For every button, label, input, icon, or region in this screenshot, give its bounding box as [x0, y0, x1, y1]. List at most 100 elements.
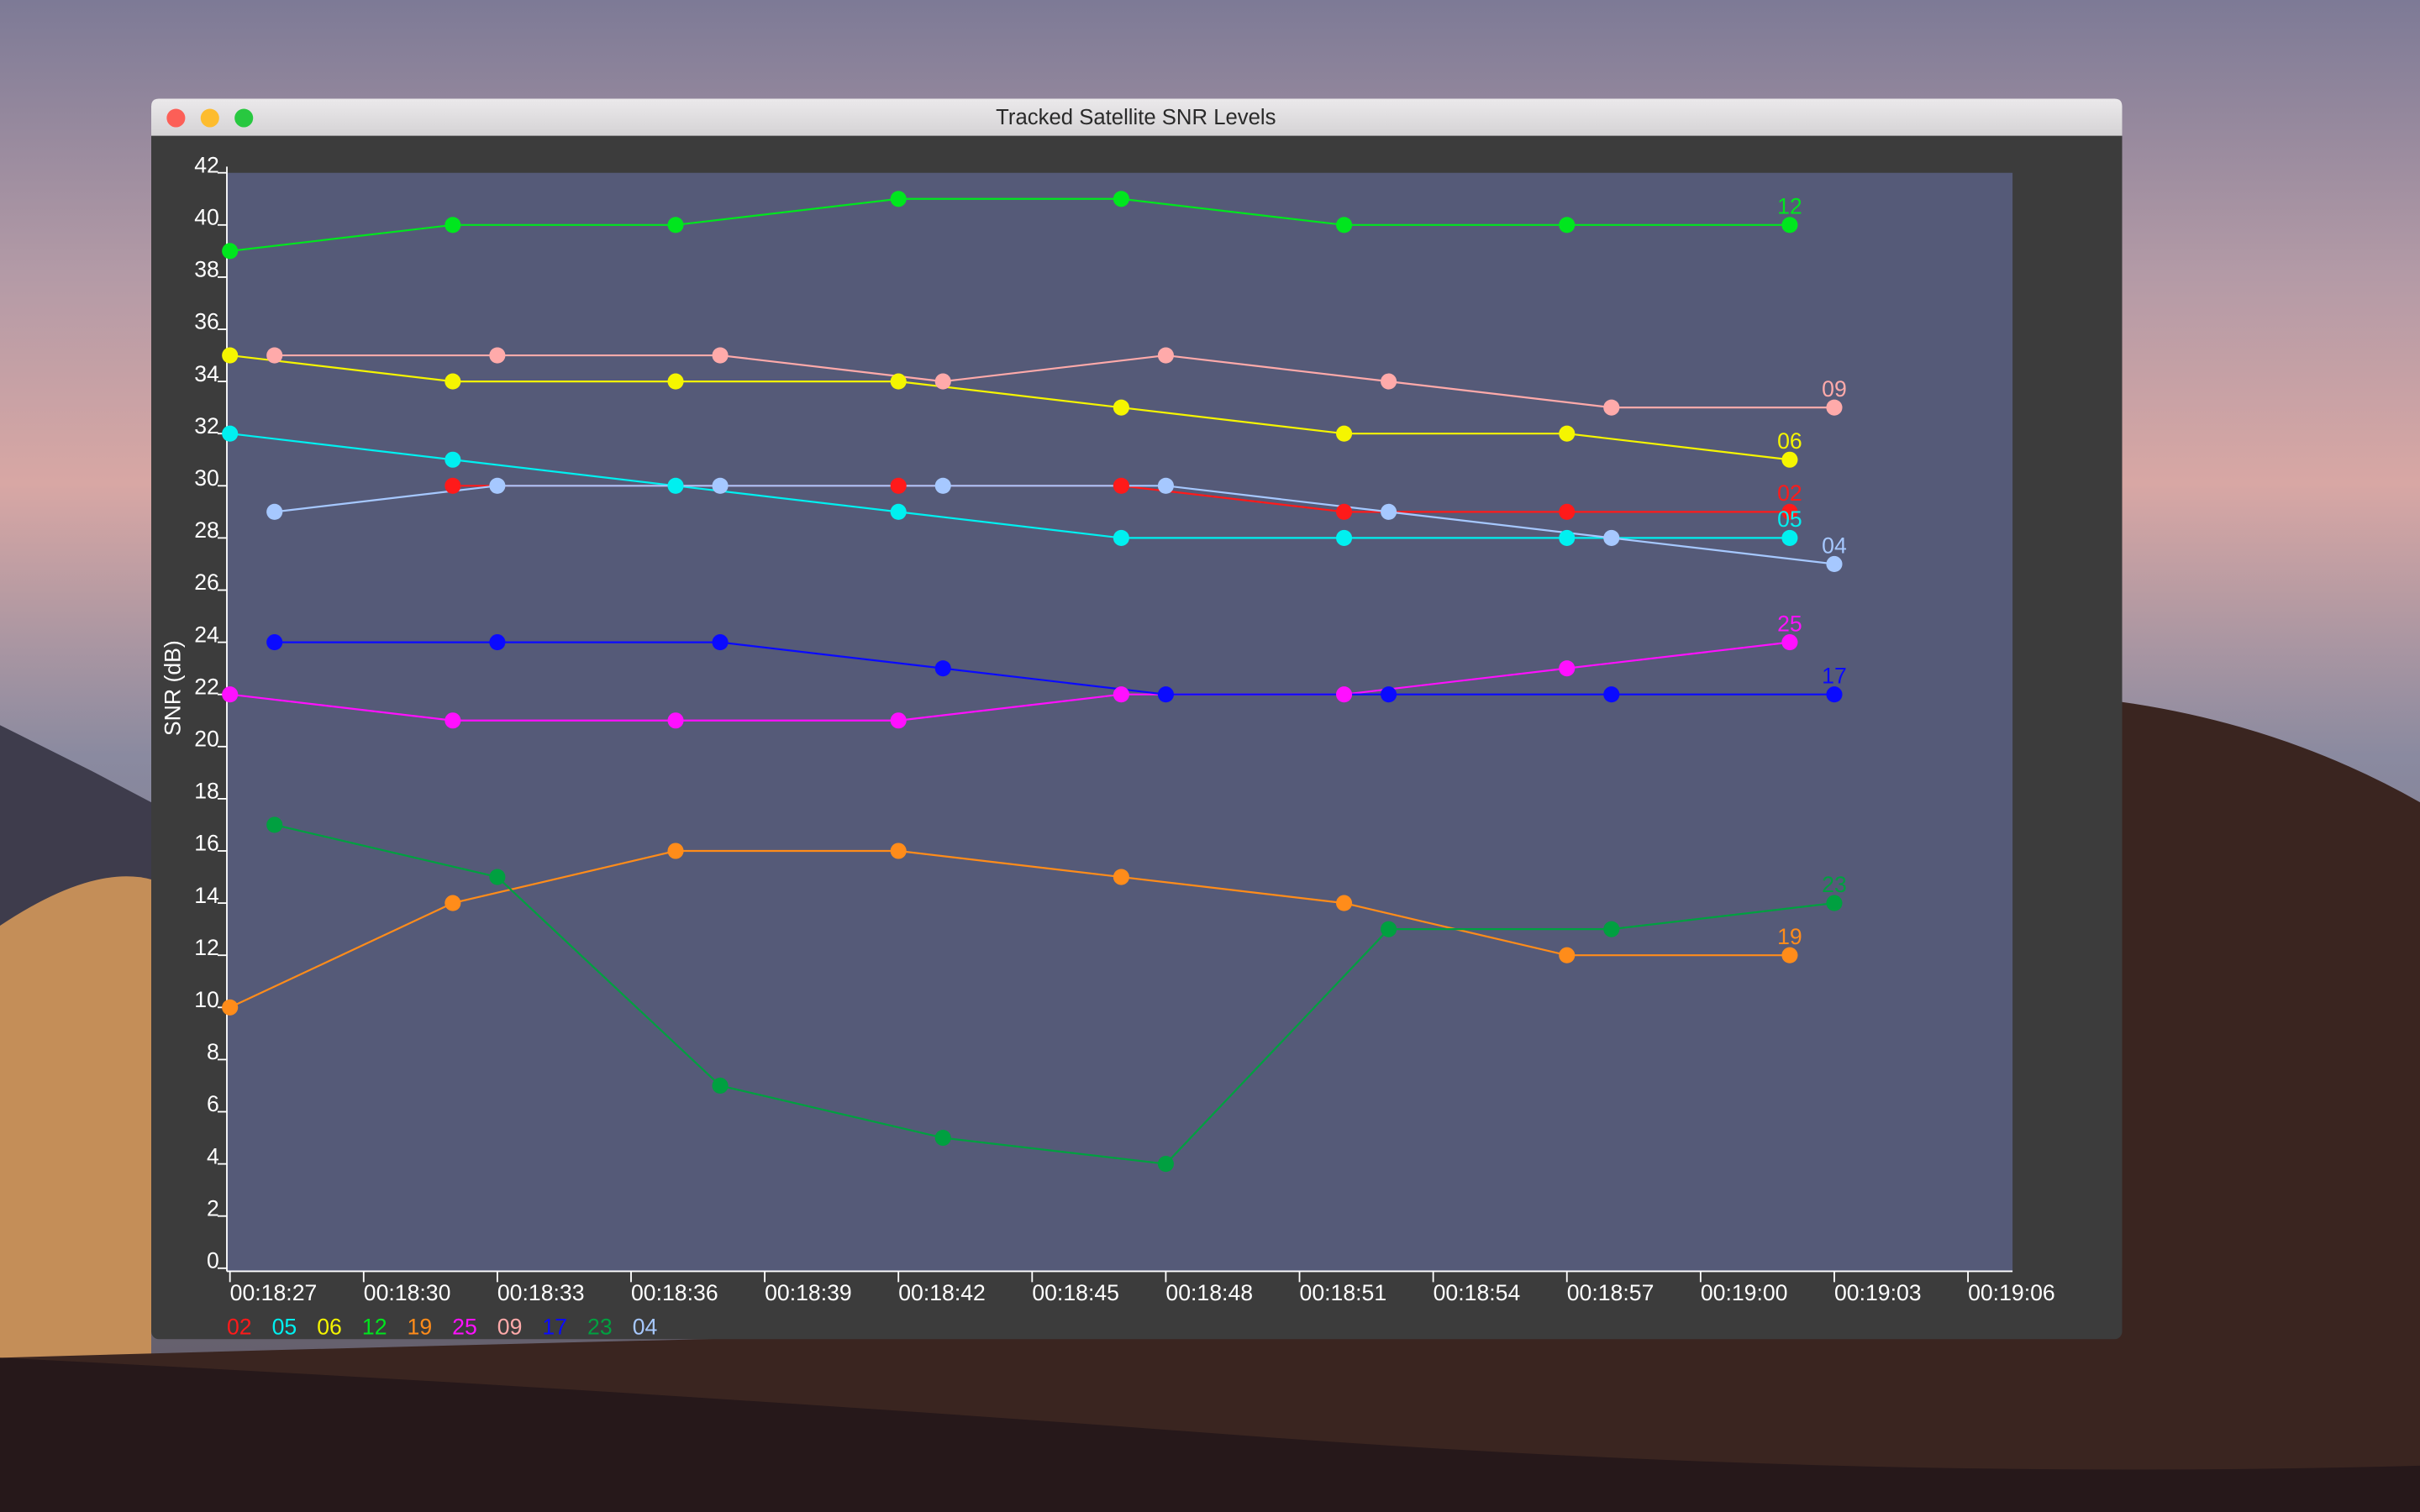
- data-point: [1157, 477, 1174, 494]
- x-tick-label: 00:18:54: [1434, 1280, 1521, 1305]
- data-point: [222, 686, 239, 703]
- data-point: [1559, 947, 1576, 963]
- data-point: [667, 477, 684, 494]
- data-point: [1336, 686, 1353, 703]
- data-point: [489, 477, 506, 494]
- y-tick-label: 26: [194, 570, 219, 595]
- data-point: [222, 347, 239, 364]
- data-point: [266, 816, 283, 833]
- x-tick-label: 00:18:39: [765, 1280, 852, 1305]
- x-tick-label: 00:18:42: [898, 1280, 986, 1305]
- data-point: [1381, 921, 1397, 937]
- series-end-label: 09: [1822, 376, 1847, 402]
- data-point: [934, 477, 951, 494]
- data-point: [1336, 503, 1353, 520]
- data-point: [1336, 529, 1353, 546]
- x-tick-label: 00:19:06: [1968, 1280, 2055, 1305]
- data-point: [712, 1077, 729, 1094]
- data-point: [489, 869, 506, 885]
- series-line: [274, 823, 1835, 1165]
- y-axis-label: SNR (dB): [160, 640, 186, 736]
- legend-entry: 02: [227, 1314, 252, 1339]
- data-point: [667, 712, 684, 729]
- data-point: [1826, 399, 1843, 416]
- series-line: [229, 849, 1790, 1009]
- series-line: [229, 641, 1791, 722]
- y-tick-label: 6: [207, 1091, 219, 1116]
- data-point: [1826, 686, 1843, 703]
- data-point: [1157, 1156, 1174, 1173]
- legend-entry: 17: [542, 1314, 567, 1339]
- wallpaper-dune: [0, 876, 151, 1512]
- window-title: Tracked Satellite SNR Levels: [996, 106, 1276, 129]
- data-point: [890, 373, 907, 390]
- x-tick-label: 00:19:03: [1834, 1280, 1922, 1305]
- data-point: [1157, 686, 1174, 703]
- data-point: [1113, 869, 1129, 885]
- y-tick-label: 12: [194, 935, 219, 960]
- legend-entry: 19: [408, 1314, 433, 1339]
- data-point: [266, 503, 283, 520]
- y-tick-label: 32: [194, 413, 219, 438]
- y-tick-label: 34: [194, 361, 219, 386]
- data-point: [1603, 529, 1620, 546]
- minimize-button[interactable]: [200, 108, 219, 128]
- plot-area: [227, 172, 2013, 1272]
- data-point: [1157, 347, 1174, 364]
- x-tick-label: 00:18:48: [1165, 1280, 1253, 1305]
- data-point: [1559, 503, 1576, 520]
- y-tick-label: 8: [207, 1039, 219, 1064]
- x-tick-label: 00:18:27: [230, 1280, 318, 1305]
- y-tick-label: 24: [194, 622, 219, 647]
- data-point: [712, 347, 729, 364]
- data-point: [222, 999, 239, 1016]
- data-point: [1781, 529, 1798, 546]
- data-point: [1113, 686, 1129, 703]
- data-point: [890, 477, 907, 494]
- series-end-label: 19: [1777, 924, 1802, 949]
- data-point: [1336, 217, 1353, 234]
- title-bar: [151, 98, 2123, 136]
- series-end-label: 25: [1777, 611, 1802, 636]
- series-end-label: 05: [1777, 507, 1802, 532]
- x-tick-label: 00:18:45: [1032, 1280, 1119, 1305]
- data-point: [667, 373, 684, 390]
- y-tick-label: 2: [207, 1195, 219, 1221]
- data-point: [222, 425, 239, 442]
- legend-entry: 23: [587, 1314, 613, 1339]
- data-point: [266, 634, 283, 651]
- y-tick-label: 38: [194, 257, 219, 282]
- series-line: [274, 485, 1835, 565]
- y-tick-label: 18: [194, 779, 219, 804]
- data-point: [1559, 425, 1576, 442]
- series-end-label: 12: [1777, 194, 1802, 219]
- data-point: [1826, 555, 1843, 573]
- data-point: [1781, 451, 1798, 468]
- y-tick-label: 42: [194, 152, 219, 177]
- data-point: [1381, 373, 1397, 390]
- data-point: [1113, 529, 1129, 546]
- data-point: [1603, 399, 1620, 416]
- x-tick-label: 00:18:30: [364, 1280, 451, 1305]
- data-point: [489, 634, 506, 651]
- series-end-label: 23: [1822, 872, 1847, 897]
- data-point: [712, 634, 729, 651]
- data-point: [1113, 477, 1129, 494]
- data-point: [1781, 503, 1798, 520]
- legend-entry: 04: [633, 1314, 658, 1339]
- data-point: [890, 503, 907, 520]
- close-button[interactable]: [166, 108, 186, 128]
- y-tick-label: 16: [194, 831, 219, 856]
- y-tick-label: 20: [194, 726, 219, 751]
- data-point: [1603, 921, 1620, 937]
- data-point: [1603, 686, 1620, 703]
- data-point: [1113, 399, 1129, 416]
- y-tick-label: 22: [194, 674, 219, 699]
- zoom-button[interactable]: [234, 108, 254, 128]
- data-point: [1781, 217, 1798, 234]
- data-point: [1559, 660, 1576, 677]
- data-point: [1381, 503, 1397, 520]
- series-line: [274, 354, 1834, 409]
- plot: 0246810121416182022242628303234363840420…: [194, 152, 2055, 1339]
